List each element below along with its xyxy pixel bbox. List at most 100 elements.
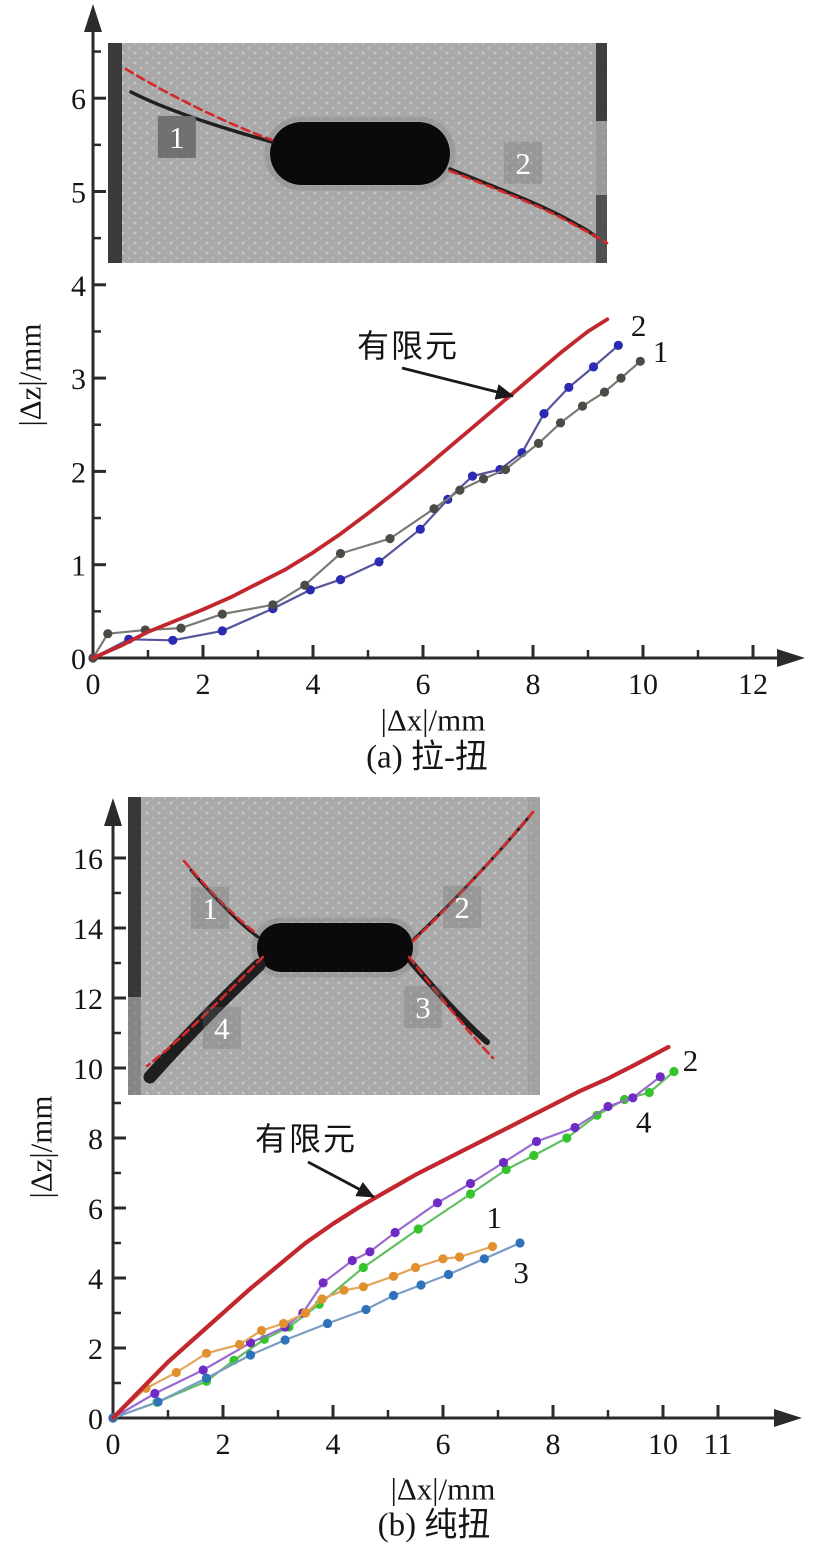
series-marker-experiment-crack-2 [588,362,599,372]
inset-photo-a: 12 [108,43,609,263]
series-marker-experiment-crack-1 [599,387,610,397]
inset-crack-dark [189,868,260,939]
y-tick-label: 2 [71,456,86,489]
x-axis-arrow-b [774,1409,802,1427]
series-marker-experiment-crack-2 [217,626,227,636]
series-marker-experiment-crack-4 [603,1101,613,1112]
y-axis-arrow-a [84,4,102,32]
inset-crack-number-1-a: 1 [169,120,185,155]
fem-annotation-label-b: 有限元 [254,1121,358,1157]
y-tick-label: 2 [88,1333,103,1366]
y-tick-label: 10 [73,1053,103,1086]
series-marker-experiment-crack-2 [539,409,549,419]
series-marker-experiment-crack-1 [268,600,278,610]
x-tick-label: 4 [306,668,321,701]
series-marker-experiment-crack-1 [234,1339,245,1350]
series-marker-experiment-crack-4 [498,1157,509,1168]
series-marker-experiment-crack-4 [198,1365,208,1375]
series-marker-experiment-crack-1 [454,1252,465,1262]
inset-edge-shading [128,797,141,997]
y-tick-label: 4 [88,1263,103,1296]
series-marker-experiment-crack-4 [628,1093,638,1103]
series-marker-experiment-crack-1 [438,1254,448,1264]
caption-a: (a) 拉-扭 [366,739,488,776]
series-marker-experiment-crack-4 [347,1255,357,1266]
inset-edge-shading [108,43,122,263]
series-marker-experiment-crack-1 [410,1262,421,1273]
inset-crack-red-dashed [124,67,274,142]
series-line-experiment-crack-2-a [91,344,620,660]
inset-label-backing [202,1006,241,1049]
inset-edge-shading [596,195,607,263]
series-marker-experiment-crack-2 [669,1066,679,1077]
y-axis-arrow-b [104,798,122,826]
inset-label-backing [504,141,543,184]
inset-crack-dark [143,958,266,1084]
x-tick-label: 12 [738,668,768,701]
series-marker-experiment-crack-4 [390,1227,400,1238]
series-marker-experiment-crack-2 [613,340,623,350]
series-marker-experiment-crack-1 [487,1241,498,1252]
series-marker-experiment-crack-3 [388,1290,399,1301]
series-marker-experiment-crack-2 [644,1087,654,1098]
x-axis-label-a: |Δx|/mm [380,702,486,738]
series-marker-experiment-crack-3 [245,1350,256,1360]
series-marker-experiment-crack-2 [562,1133,572,1143]
series-marker-experiment-crack-1 [335,548,346,559]
inset-crack-number-3-b: 3 [415,990,431,1025]
inset-label-backing [190,886,229,929]
series-marker-experiment-crack-4 [150,1388,160,1399]
x-axis-arrow-a [777,649,805,667]
inset-crack-number-4-b: 4 [214,1011,230,1046]
series-marker-experiment-crack-2 [501,1164,511,1175]
inset-photo-b: 1 2 3 4 [128,797,540,1095]
caption-b: (b) 纯扭 [377,1507,491,1544]
series-line-fem-curve-b [110,1044,671,1421]
series-marker-experiment-crack-2 [564,382,574,392]
inset-edge-shading [596,43,607,121]
fem-annotation-arrow-a [401,366,514,400]
series-number-label-experiment-crack-1-a: 1 [653,334,669,369]
inset-crack-number-2-b: 2 [454,890,470,925]
y-axis-label-b: |Δz|/mm [23,1095,59,1199]
series-number-label-experiment-crack-2-a: 2 [631,308,647,343]
series-marker-experiment-crack-2 [413,1224,423,1234]
y-tick-label: 6 [71,83,86,116]
y-tick-label: 12 [73,983,103,1016]
series-marker-experiment-crack-1 [616,373,626,383]
fem-annotation-arrow-b [307,1160,375,1199]
series-marker-experiment-crack-2 [465,1189,476,1199]
inset-crack-red-dashed [145,955,265,1068]
series-marker-experiment-crack-1 [300,580,310,590]
inset-crack-red-dashed [411,810,535,943]
x-tick-label: 6 [416,668,431,701]
series-line-experiment-crack-2-b [111,1070,676,1420]
series-marker-experiment-crack-2 [168,635,178,645]
series-marker-experiment-crack-1 [533,438,544,448]
series-marker-experiment-crack-2 [415,524,425,534]
series-marker-experiment-crack-2 [374,557,384,567]
series-marker-experiment-crack-3 [361,1304,371,1315]
series-marker-experiment-crack-4 [465,1178,476,1189]
series-marker-experiment-crack-1 [577,401,588,411]
x-tick-label: 2 [216,1428,231,1461]
inset-crack-number-2-a: 2 [515,146,531,181]
series-marker-experiment-crack-2 [529,1150,539,1161]
series-marker-experiment-crack-3 [443,1269,454,1280]
inset-label-backing [403,986,442,1029]
series-marker-experiment-crack-1 [300,1308,311,1318]
x-tick-label: 6 [436,1428,451,1461]
y-tick-label: 0 [88,1403,103,1436]
y-tick-label: 1 [71,550,86,583]
x-tick-label: 10 [648,1428,678,1461]
series-marker-experiment-crack-1 [358,1282,368,1292]
series-marker-experiment-crack-1 [635,356,645,366]
series-marker-experiment-crack-3 [280,1335,290,1345]
inset-slot [257,923,413,972]
inset-edge-shading [596,121,607,195]
x-tick-label: 4 [326,1428,341,1461]
series-marker-experiment-crack-1 [171,1367,181,1378]
x-tick-label: 0 [86,668,101,701]
